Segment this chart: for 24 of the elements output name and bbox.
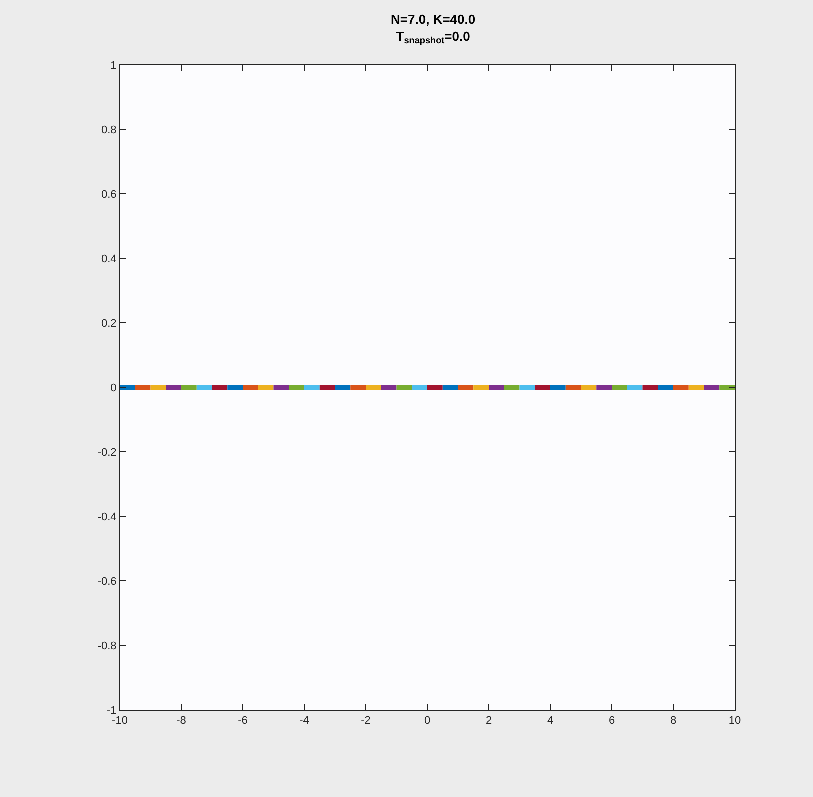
chart-subtitle: T$_{snapshot}$=0.0	[396, 28, 470, 46]
x-tick-label: 10	[728, 715, 742, 728]
x-tick-label: 6	[608, 715, 616, 728]
x-tick-label: -6	[238, 715, 248, 728]
x-tick-label: 4	[547, 715, 554, 728]
x-tick-label: 0	[424, 715, 431, 728]
x-tick-label: -10	[112, 715, 128, 728]
chart-title: N=7.0, K=40.0	[391, 12, 476, 27]
y-tick-label: -1	[107, 704, 117, 717]
y-tick-label: 0.6	[102, 188, 117, 201]
x-tick-label: 2	[486, 715, 492, 728]
x-tick-label: -2	[361, 715, 371, 728]
x-tick-label: 8	[670, 715, 677, 728]
y-tick-label: 0.4	[102, 253, 117, 266]
x-tick-label: -4	[300, 715, 310, 728]
y-tick-label: 0.2	[102, 318, 117, 330]
y-tick-label: -0.4	[98, 511, 117, 524]
y-tick-label: 0	[110, 382, 117, 394]
y-tick-label: -0.2	[98, 446, 117, 459]
y-tick-label: 0.8	[102, 124, 117, 136]
y-tick-label: -0.6	[98, 576, 117, 588]
y-tick-label: 1	[110, 60, 117, 72]
x-tick-label: -8	[176, 715, 186, 728]
y-tick-label: -0.8	[98, 640, 117, 652]
